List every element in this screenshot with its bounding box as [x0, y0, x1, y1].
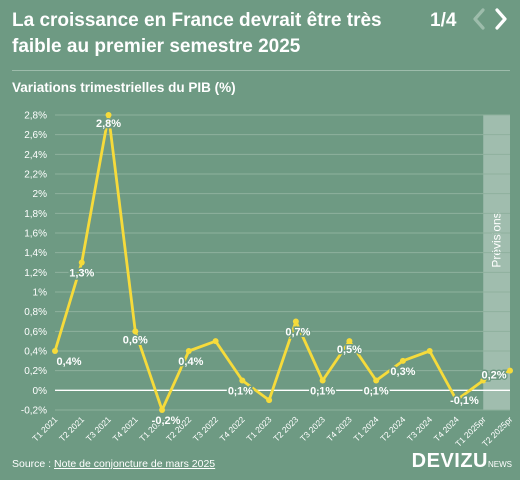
- y-tick-label: 2,4%: [24, 150, 47, 161]
- data-point: [132, 328, 139, 335]
- x-tick-label: T3 2022: [191, 414, 220, 443]
- data-point: [239, 377, 246, 384]
- y-tick-label: 2,6%: [24, 130, 47, 141]
- data-point: [78, 259, 85, 266]
- y-tick-label: -0,2%: [21, 406, 47, 417]
- data-point: [480, 377, 487, 384]
- y-tick-label: 0,6%: [24, 327, 47, 338]
- data-point: [346, 338, 353, 345]
- y-tick-label: 1,2%: [24, 268, 47, 279]
- x-tick-label: T3 2021: [84, 414, 113, 443]
- data-label: 0,2%: [481, 370, 506, 382]
- data-point: [399, 357, 406, 364]
- logo-text: DEVIZU: [411, 450, 488, 472]
- slide-counter: 1/4: [430, 10, 457, 31]
- y-tick-label: 0,4%: [24, 347, 47, 358]
- page-title: La croissance en France devrait être trè…: [12, 10, 382, 57]
- y-tick-label: 0%: [33, 386, 48, 397]
- chevron-left-icon[interactable]: [470, 6, 488, 32]
- logo-sub-text: NEWS: [488, 460, 512, 469]
- data-point: [319, 377, 326, 384]
- x-tick-label: T4 2021: [111, 414, 140, 443]
- x-tick-label: T1 2023: [244, 414, 273, 443]
- chevron-right-icon[interactable]: [492, 6, 510, 32]
- devizu-logo: DEVIZUNEWS: [412, 450, 512, 473]
- x-tick-label: T1 2024: [351, 414, 380, 443]
- source-prefix: Source :: [12, 458, 55, 470]
- y-tick-label: 1%: [33, 288, 48, 299]
- x-tick-label: T2 2023: [271, 414, 300, 443]
- forecast-band: [483, 115, 510, 410]
- y-tick-label: 1,8%: [24, 209, 47, 220]
- data-point: [185, 348, 192, 354]
- y-tick-label: 2,8%: [24, 111, 47, 122]
- data-point: [426, 348, 433, 354]
- data-label: 0,4%: [178, 356, 203, 368]
- data-point: [159, 407, 166, 413]
- y-tick-label: 2%: [33, 189, 48, 200]
- forecast-label: Prévisions: [490, 212, 504, 267]
- data-point: [292, 318, 299, 325]
- data-label: 0,1%: [228, 386, 253, 398]
- data-label: 0,3%: [390, 366, 415, 378]
- y-tick-label: 0,2%: [24, 366, 47, 377]
- data-point: [373, 377, 380, 384]
- data-label: -0,1%: [450, 395, 479, 407]
- data-label: 0,4%: [56, 356, 81, 368]
- data-point: [105, 112, 112, 118]
- data-label: 0,5%: [337, 344, 362, 356]
- header-divider: [12, 70, 510, 71]
- data-point: [507, 367, 513, 374]
- data-point: [266, 397, 273, 404]
- x-tick-label: T4 2023: [325, 414, 354, 443]
- x-tick-label: T2 2021: [57, 414, 86, 443]
- source-note: Source : Note de conjoncture de mars 202…: [12, 458, 215, 470]
- y-tick-label: 1,4%: [24, 248, 47, 259]
- x-tick-label: T4 2022: [218, 414, 247, 443]
- data-label: 2,8%: [96, 118, 121, 130]
- x-tick-label: T3 2024: [405, 414, 434, 443]
- data-label: 1,3%: [69, 268, 94, 280]
- series-line: [53, 113, 512, 412]
- source-link[interactable]: Note de conjoncture de mars 2025: [54, 458, 216, 470]
- data-label: 0,7%: [285, 327, 310, 339]
- chart-subtitle: Variations trimestrielles du PIB (%): [12, 80, 236, 95]
- data-label: 0,6%: [123, 334, 148, 346]
- x-tick-label: T2 2024: [378, 414, 407, 443]
- y-tick-label: 2,2%: [24, 170, 47, 181]
- x-tick-label: T3 2023: [298, 414, 327, 443]
- data-label: 0,1%: [364, 386, 389, 398]
- data-point: [212, 338, 219, 345]
- x-tick-label: T1 2021: [30, 414, 59, 443]
- y-tick-label: 0,8%: [24, 307, 47, 318]
- y-tick-label: 1,6%: [24, 229, 47, 240]
- data-label: -0,2%: [152, 415, 181, 427]
- data-point: [52, 348, 58, 354]
- data-point: [453, 397, 460, 404]
- data-label: 0,1%: [310, 386, 335, 398]
